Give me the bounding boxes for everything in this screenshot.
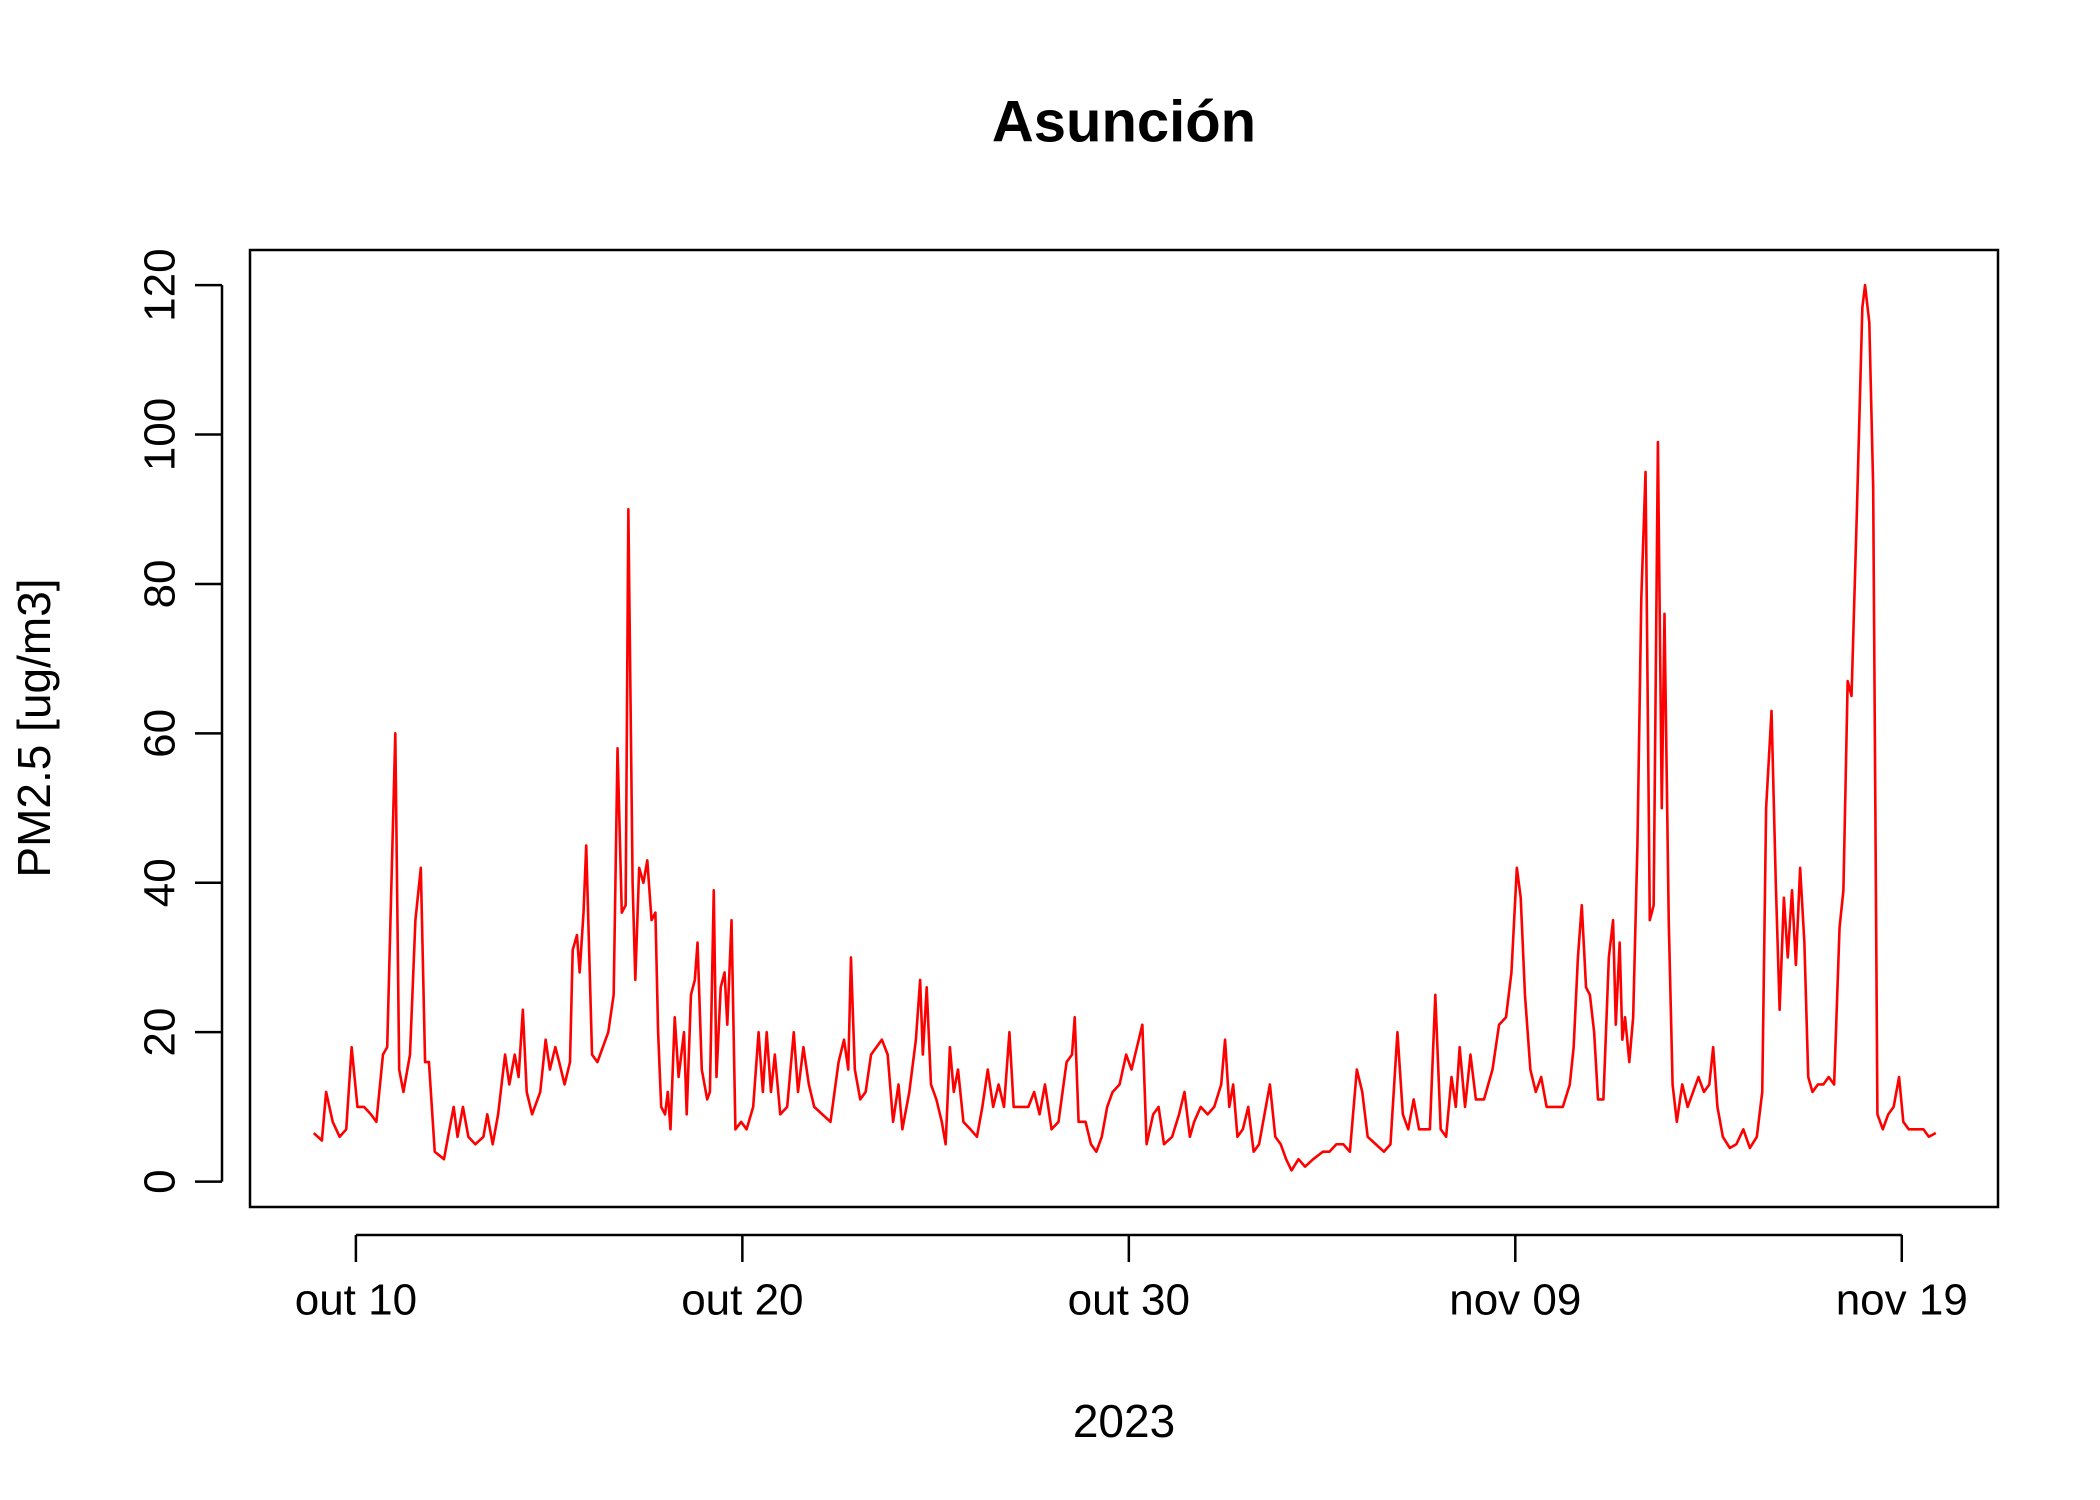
plot-frame	[248, 248, 2000, 1209]
y-tick-label: 20	[136, 1008, 185, 1057]
y-tick-label: 80	[136, 559, 185, 608]
data-line	[312, 283, 1937, 1172]
x-axis-label: 2023	[1073, 1395, 1175, 1447]
chart-title: Asunción	[992, 89, 1256, 154]
y-tick-label: 120	[136, 248, 185, 321]
x-tick-label: nov 09	[1449, 1276, 1581, 1325]
x-tick-label: out 30	[1068, 1276, 1190, 1325]
y-axis-label: PM2.5 [ug/m3]	[8, 578, 60, 877]
x-tick-label: nov 19	[1836, 1276, 1968, 1325]
x-tick-label: out 20	[681, 1276, 803, 1325]
y-tick-label: 40	[136, 858, 185, 907]
x-tick-label: out 10	[295, 1276, 417, 1325]
y-tick-label: 100	[136, 398, 185, 471]
y-tick-label: 60	[136, 709, 185, 758]
y-tick-label: 0	[136, 1169, 185, 1193]
